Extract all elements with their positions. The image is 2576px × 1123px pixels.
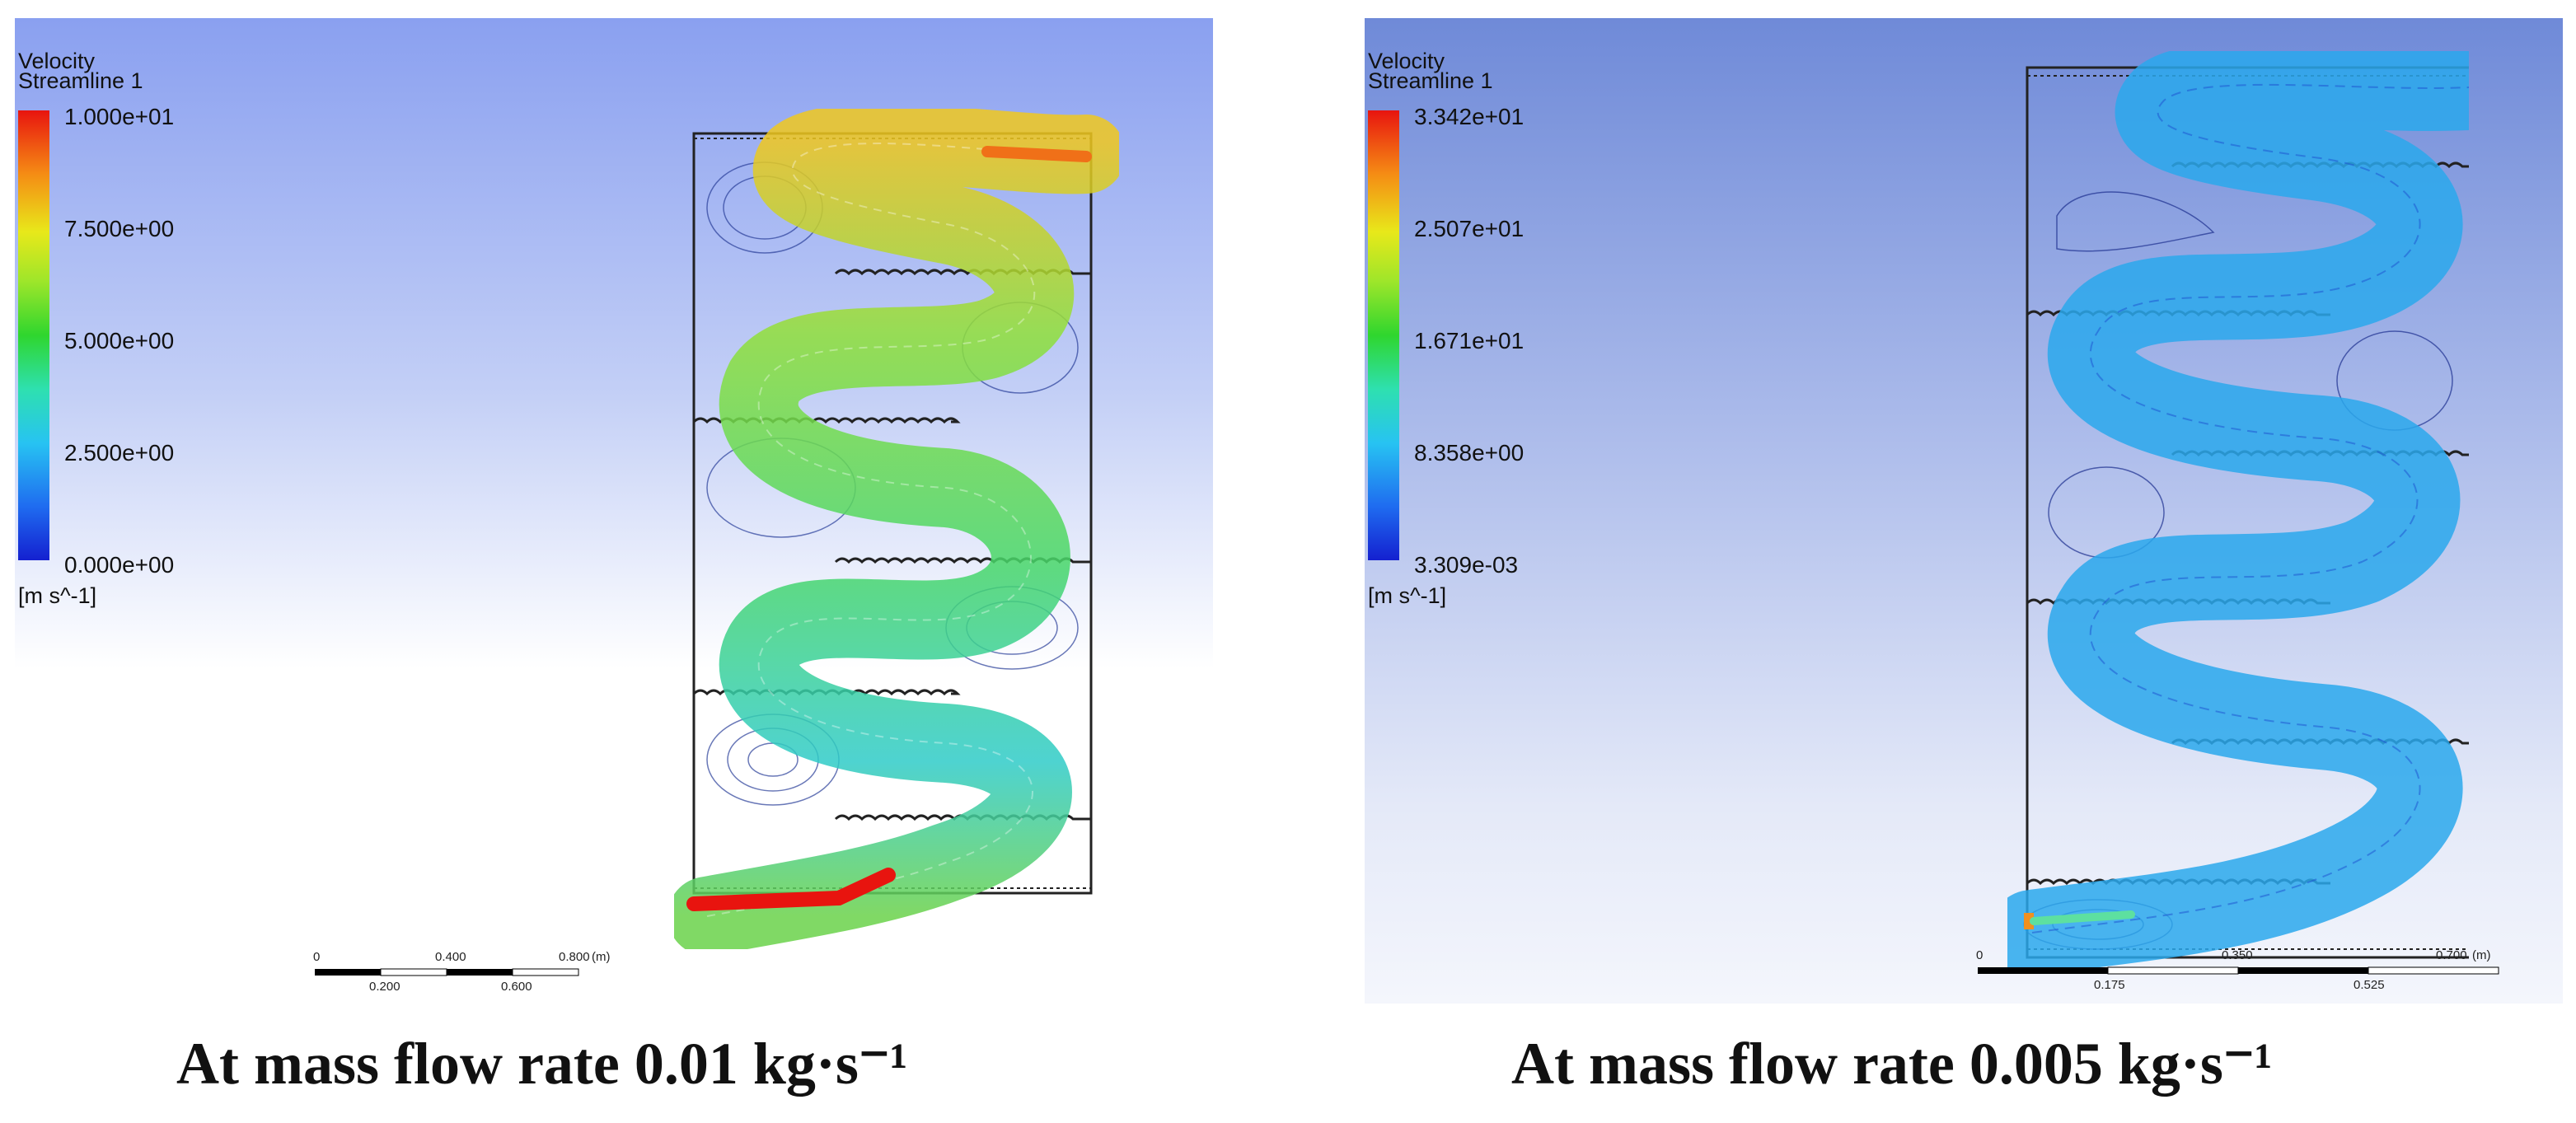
legend-variable: Streamline 1 (1368, 68, 1493, 93)
legend-quantity: Velocity (1368, 49, 1445, 73)
length-scale-bar: 0 0.400 0.800 (m) 0.200 0.600 (313, 950, 611, 994)
colorbar-tick: 2.507e+01 (1414, 216, 1525, 241)
caption-left: At mass flow rate 0.01 kg·s⁻¹ (176, 1031, 908, 1097)
length-scale-bar: 0 0.350 0.700 (m) 0.175 0.525 (1976, 948, 2499, 992)
colorbar-tick: 1.671e+01 (1414, 328, 1525, 353)
legend-quantity: Velocity (18, 49, 96, 73)
legend-variable: Streamline 1 (18, 68, 143, 93)
scale-label-three-quarter: 0.525 (2354, 978, 2385, 992)
scale-unit: (m) (2472, 948, 2491, 962)
colorbar-tick: 7.500e+00 (64, 216, 175, 241)
caption-right: At mass flow rate 0.005 kg·s⁻¹ (1511, 1031, 2273, 1097)
scale-label-mid: 0.350 (2222, 948, 2253, 962)
scale-label-three-quarter: 0.600 (501, 980, 532, 994)
colorbar-tick: 2.500e+00 (64, 440, 175, 466)
scale-label-mid: 0.400 (435, 950, 466, 964)
colorbar-tick: 0.000e+00 (64, 552, 175, 578)
scale-label-0: 0 (313, 950, 320, 964)
legend-title: Velocity Streamline 1 (1368, 49, 1493, 93)
channel-streamline-plot (2007, 51, 2469, 974)
colorbar-tick: 5.000e+00 (64, 328, 175, 353)
colorbar-tick: 3.309e-03 (1414, 552, 1519, 578)
velocity-colorbar (18, 110, 49, 560)
legend-title: Velocity Streamline 1 (18, 49, 143, 93)
velocity-colorbar (1368, 110, 1399, 560)
colorbar-units: [m s^-1] (18, 583, 97, 608)
colorbar-units: [m s^-1] (1368, 583, 1447, 608)
scale-label-quarter: 0.200 (369, 980, 400, 994)
scale-label-end: 0.800 (559, 950, 590, 964)
streamline-panel-right: Velocity Streamline 1 3.342e+01 2.507e+0… (1365, 18, 2563, 1004)
colorbar-tick: 1.000e+01 (64, 104, 175, 129)
colorbar-tick: 3.342e+01 (1414, 104, 1525, 129)
colorbar-tick: 8.358e+00 (1414, 440, 1525, 466)
scale-unit: (m) (592, 950, 611, 964)
scale-label-0: 0 (1976, 948, 1983, 962)
scale-label-end: 0.700 (2436, 948, 2467, 962)
channel-streamline-plot (674, 109, 1119, 949)
scale-label-quarter: 0.175 (2094, 978, 2125, 992)
streamline-panel-left: Velocity Streamline 1 1.000e+01 7.500e+0… (15, 18, 1213, 1004)
